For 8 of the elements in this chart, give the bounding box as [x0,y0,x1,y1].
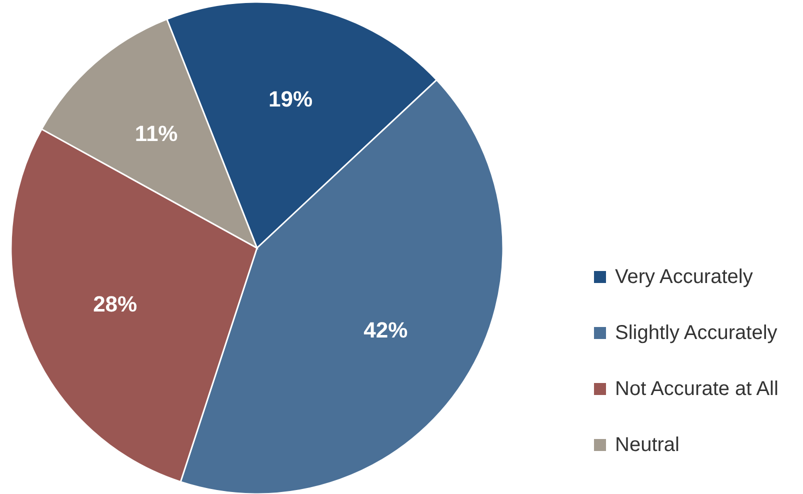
data-label: 42% [364,317,408,342]
legend-label: Neutral [615,434,680,456]
legend-label: Very Accurately [615,266,753,288]
data-label: 19% [268,86,313,112]
data-label: 28% [93,291,138,316]
legend-label: Not Accurate at All [615,378,778,400]
data-label: 11% [134,120,178,146]
legend-label: Slightly Accurately [615,322,778,344]
